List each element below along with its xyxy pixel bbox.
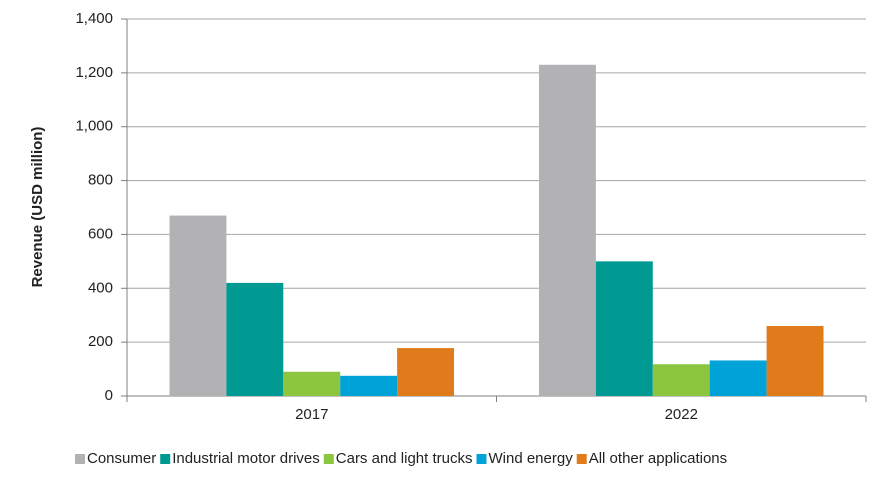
bar — [397, 348, 455, 396]
y-tick-label: 1,200 — [75, 64, 113, 81]
legend-swatch — [576, 454, 587, 464]
legend-label: Consumer — [87, 450, 156, 467]
y-tick-label: 1,400 — [75, 10, 113, 27]
x-tick-label: 2022 — [665, 406, 698, 423]
y-tick-label: 200 — [88, 333, 113, 350]
bar — [538, 64, 596, 397]
y-tick-label: 0 — [105, 387, 113, 404]
legend-label: All other applications — [589, 450, 727, 467]
legend-label: Industrial motor drives — [172, 450, 320, 467]
bar — [709, 360, 767, 396]
bar — [652, 364, 710, 396]
legend-label: Cars and light trucks — [336, 450, 473, 467]
bar — [169, 215, 227, 396]
legend-swatch — [160, 454, 171, 464]
bar — [340, 375, 398, 396]
bar — [766, 325, 824, 396]
legend-swatch — [75, 454, 85, 464]
y-tick-label: 1,000 — [75, 118, 113, 135]
y-axis-label: Revenue (USD million) — [29, 127, 46, 288]
legend-label: Wind energy — [489, 450, 574, 467]
y-tick-label: 800 — [88, 172, 113, 189]
legend-swatch — [323, 454, 334, 464]
legend-swatch — [476, 454, 487, 464]
bar — [283, 371, 341, 396]
y-tick-label: 600 — [88, 225, 113, 242]
bar — [226, 282, 284, 396]
bar — [595, 261, 653, 396]
y-tick-label: 400 — [88, 279, 113, 296]
x-tick-label: 2017 — [295, 406, 328, 423]
